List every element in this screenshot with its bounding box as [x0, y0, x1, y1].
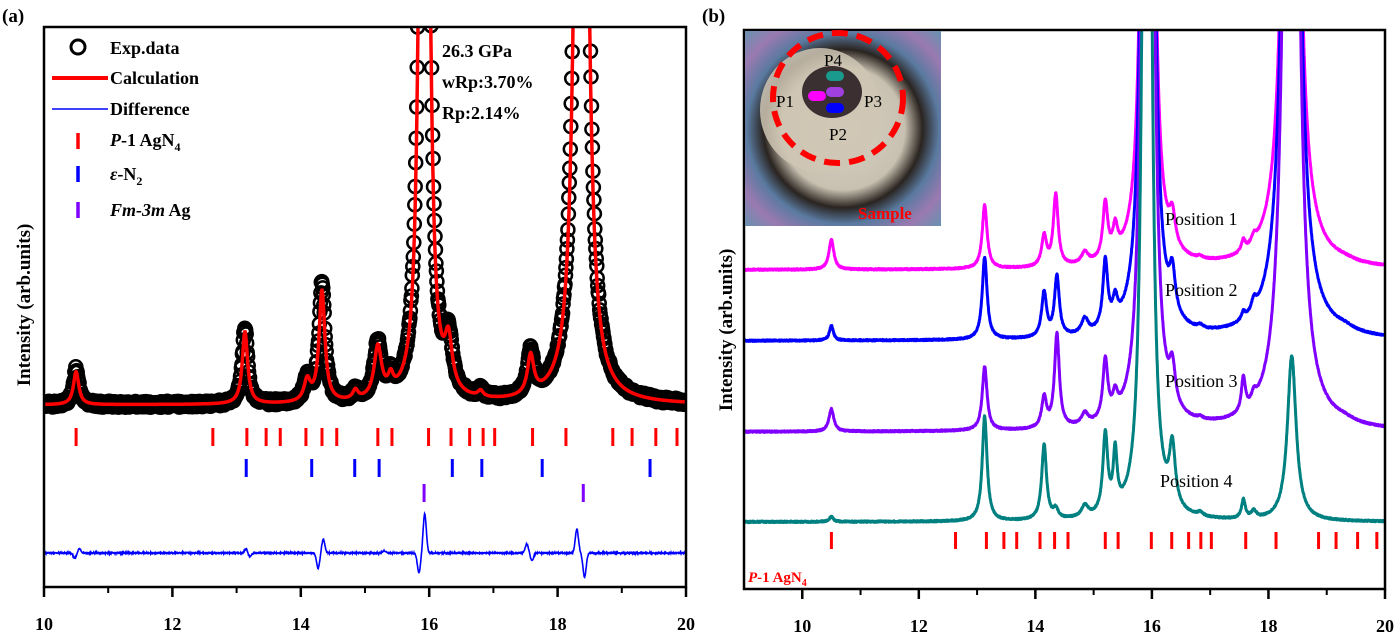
reference-phase-label: P-1 AgN4	[748, 570, 807, 589]
panel-b: (b) 10 12 14 16 18 20 Intensity (arb.units) P…	[702, 6, 1394, 636]
legend-label-italic: Fm-3m	[109, 200, 165, 220]
legend-item-calculation: Calculation	[52, 68, 199, 88]
x-tick-label: 20	[677, 614, 695, 634]
panel-a: (a) 10 12 14 16 18 20 Intensity (arb.units) E…	[2, 6, 695, 634]
panel-b-label: (b)	[702, 6, 725, 27]
p4-marker-icon	[826, 71, 844, 81]
reflection-ticks-1	[244, 459, 652, 477]
panel-b-y-axis-label: Intensity (arb.units)	[716, 249, 737, 412]
legend-item-difference: Difference	[52, 99, 190, 119]
legend-label-rest: Ag	[165, 200, 191, 220]
sample-dashed-circle	[770, 30, 906, 166]
panel-a-plot-area	[44, 12, 686, 579]
p2-label: P2	[829, 125, 847, 144]
reference-label-italic: P	[748, 570, 758, 586]
x-tick-label: 16	[1143, 616, 1161, 636]
calculation-line	[44, 27, 686, 407]
legend-label: Fm-3m Ag	[109, 200, 191, 220]
x-tick-label: 18	[1259, 616, 1277, 636]
rp-label: Rp:2.14%	[442, 103, 521, 123]
p1-label: P1	[776, 92, 794, 111]
legend-item-p1-agn4: P-1 AgN4	[76, 130, 181, 154]
legend-item-epsilon-n2: ε-N2	[76, 164, 142, 188]
panel-a-x-axis: 10 12 14 16 18 20	[35, 587, 695, 634]
exp-data-point	[588, 27, 592, 28]
series-label-position-4: Position 4	[1160, 471, 1233, 491]
series-line-position-4	[744, 30, 1385, 525]
difference-line	[44, 511, 686, 579]
x-tick-label: 20	[1376, 616, 1394, 636]
wrp-label: wRp:3.70%	[442, 72, 534, 92]
legend-label: P-1 AgN4	[109, 130, 181, 154]
reflection-ticks-0	[74, 428, 679, 446]
series-label-position-2: Position 2	[1165, 280, 1238, 300]
refinement-annotation: 26.3 GPa wRp:3.70% Rp:2.14%	[442, 41, 534, 123]
p1-marker-icon	[808, 91, 826, 101]
p2-marker-icon	[826, 103, 844, 113]
x-tick-label: 10	[35, 614, 53, 634]
x-tick-label: 16	[420, 614, 438, 634]
x-tick-label: 14	[1026, 616, 1044, 636]
pressure-label: 26.3 GPa	[442, 41, 512, 61]
x-tick-label: 18	[549, 614, 567, 634]
legend-label: Calculation	[110, 68, 199, 88]
p4-label: P4	[824, 51, 842, 70]
p3-marker-icon	[826, 87, 844, 97]
legend-label-italic: P	[109, 130, 122, 150]
p3-label: P3	[864, 92, 882, 111]
series-line-position-2	[744, 30, 1385, 343]
legend-label-subscript: 2	[136, 174, 142, 188]
legend-label-rest: -N	[117, 164, 136, 184]
reference-ticks	[829, 532, 1379, 549]
legend-label: Exp.data	[110, 38, 180, 58]
panel-b-frame	[742, 28, 1387, 591]
open-circle-marker-icon	[69, 38, 87, 56]
x-tick-label: 12	[910, 616, 928, 636]
legend-label-italic: ε	[110, 164, 118, 184]
series-line-position-3	[744, 30, 1385, 434]
panel-b-plot-area	[744, 30, 1385, 549]
legend-item-fm3m-ag: Fm-3m Ag	[76, 200, 191, 220]
panel-a-label: (a)	[2, 6, 24, 27]
sample-photo-inset: P4 P1 P3 P2 Sample	[745, 30, 941, 226]
legend-label: ε-N2	[110, 164, 142, 188]
series-label-position-3: Position 3	[1165, 371, 1238, 391]
panel-a-legend: Exp.data Calculation Difference P-1 AgN4…	[52, 38, 199, 220]
legend-item-exp-data: Exp.data	[69, 38, 180, 58]
panel-b-x-axis: 10 12 14 16 18 20	[793, 589, 1394, 636]
reference-label-rest: -1 AgN	[757, 570, 802, 586]
x-tick-label: 12	[163, 614, 181, 634]
legend-label-rest: -1 AgN	[121, 130, 175, 150]
series-label-position-1: Position 1	[1165, 209, 1238, 229]
panel-a-y-axis-label: Intensity (arb.units)	[14, 224, 35, 387]
exp-data-point	[566, 12, 579, 25]
legend-label: Difference	[110, 99, 190, 119]
reference-label-subscript: 4	[802, 578, 807, 589]
x-tick-label: 14	[292, 614, 310, 634]
x-tick-label: 10	[793, 616, 811, 636]
sample-label: Sample	[858, 204, 912, 223]
reflection-ticks-2	[422, 484, 585, 502]
legend-label-subscript: 4	[175, 140, 181, 154]
